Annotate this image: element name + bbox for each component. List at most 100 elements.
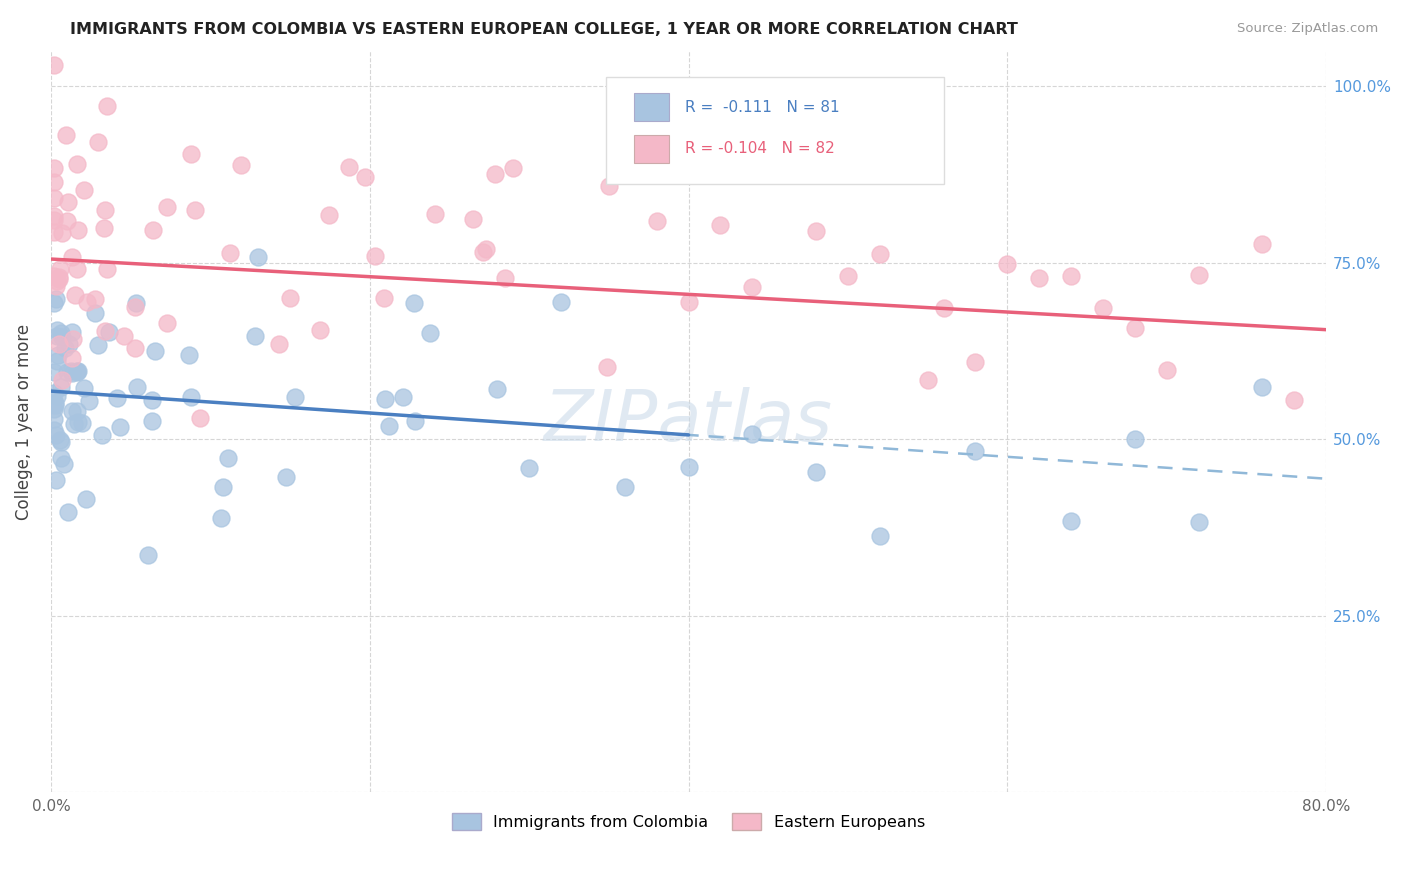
Point xyxy=(156,316,179,330)
Point xyxy=(44,395,66,409)
Legend: Immigrants from Colombia, Eastern Europeans: Immigrants from Colombia, Eastern Europe… xyxy=(446,807,932,836)
Point xyxy=(62,417,84,432)
Point xyxy=(70,417,93,431)
Point xyxy=(44,225,66,239)
Point xyxy=(804,465,827,479)
Point xyxy=(869,247,891,261)
Point xyxy=(51,330,73,344)
Text: Source: ZipAtlas.com: Source: ZipAtlas.com xyxy=(1237,22,1378,36)
Point xyxy=(53,457,76,471)
Point xyxy=(218,245,240,260)
Point xyxy=(66,157,89,171)
Point xyxy=(44,176,66,190)
Point xyxy=(45,278,67,293)
Point xyxy=(48,270,70,285)
Point xyxy=(184,202,207,217)
Point xyxy=(105,391,128,405)
Point xyxy=(419,326,441,340)
Point xyxy=(278,291,301,305)
Point xyxy=(63,288,86,302)
Point xyxy=(55,128,77,143)
Point xyxy=(66,364,89,378)
Point xyxy=(46,348,69,362)
Point xyxy=(83,292,105,306)
Point xyxy=(56,214,79,228)
Point xyxy=(66,364,89,378)
Point xyxy=(142,223,165,237)
Point xyxy=(1187,515,1209,529)
Point xyxy=(284,391,307,405)
Point xyxy=(66,261,89,276)
Point xyxy=(180,147,202,161)
Point xyxy=(96,262,118,277)
Point xyxy=(1123,321,1146,335)
Point xyxy=(73,381,96,395)
Point xyxy=(45,353,67,368)
Point xyxy=(45,274,67,288)
Point xyxy=(84,306,107,320)
Point xyxy=(60,326,83,340)
Point xyxy=(93,324,115,338)
Point xyxy=(56,505,79,519)
Point xyxy=(124,341,146,355)
Point xyxy=(486,382,509,396)
Point xyxy=(475,243,498,257)
Point xyxy=(67,415,90,429)
Point xyxy=(917,373,939,387)
Point xyxy=(1187,268,1209,283)
Point xyxy=(44,365,66,379)
Point xyxy=(217,450,239,465)
Point xyxy=(77,393,100,408)
Point xyxy=(741,426,763,441)
Point xyxy=(613,479,636,493)
Point xyxy=(1060,514,1083,528)
Point xyxy=(48,337,70,351)
Point xyxy=(869,529,891,543)
FancyBboxPatch shape xyxy=(606,77,943,184)
Point xyxy=(318,208,340,222)
Point xyxy=(44,412,66,426)
Point xyxy=(59,364,82,378)
Point xyxy=(56,365,79,379)
Point xyxy=(87,338,110,352)
Point xyxy=(741,280,763,294)
Point xyxy=(246,251,269,265)
Point xyxy=(51,373,73,387)
Point xyxy=(127,380,149,394)
Point xyxy=(141,392,163,407)
Point xyxy=(48,272,70,286)
Point xyxy=(156,201,179,215)
Point xyxy=(143,343,166,358)
Point xyxy=(308,322,330,336)
Point xyxy=(354,170,377,185)
Point xyxy=(231,158,253,172)
Point xyxy=(125,296,148,310)
Text: R = -0.104   N = 82: R = -0.104 N = 82 xyxy=(685,141,835,156)
Point xyxy=(75,492,97,507)
Point xyxy=(73,182,96,196)
Point xyxy=(97,325,120,339)
Point xyxy=(274,470,297,484)
Point xyxy=(44,386,66,401)
Point xyxy=(212,480,235,494)
Point xyxy=(51,226,73,240)
Text: R =  -0.111   N = 81: R = -0.111 N = 81 xyxy=(685,100,839,114)
Point xyxy=(44,423,66,437)
Point xyxy=(45,292,67,306)
Point xyxy=(402,295,425,310)
Point xyxy=(595,359,617,374)
Point xyxy=(1251,380,1274,394)
Point xyxy=(377,418,399,433)
Point xyxy=(66,404,89,418)
Point xyxy=(243,329,266,343)
Point xyxy=(136,548,159,562)
Point xyxy=(1282,392,1305,407)
Text: ZIPatlas: ZIPatlas xyxy=(544,387,834,456)
Point xyxy=(423,207,446,221)
Point xyxy=(517,461,540,475)
Point xyxy=(45,323,67,337)
Point xyxy=(62,333,84,347)
Point xyxy=(66,365,89,379)
Point xyxy=(804,224,827,238)
Point xyxy=(209,511,232,525)
